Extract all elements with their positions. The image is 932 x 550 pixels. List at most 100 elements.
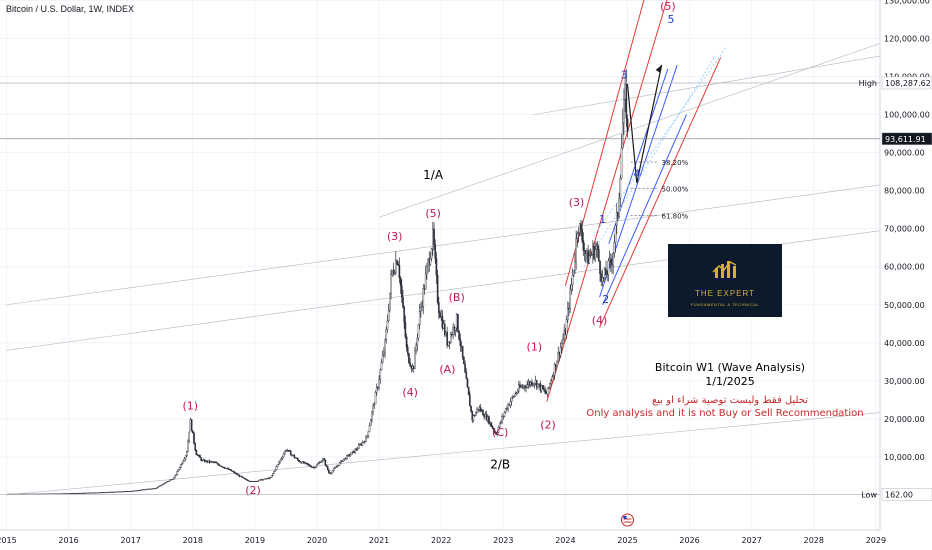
wave-label: (2) [245,484,261,497]
candle-body [387,310,390,321]
candle-body [244,478,247,480]
candle-body [441,315,444,329]
candle-body [288,450,291,452]
candle-body [307,464,310,466]
candle-body [626,118,629,133]
time-tick-label: 2016 [58,536,78,545]
candle-body [570,284,573,290]
candle-body [373,403,376,406]
price-tick-label: 130,000.00 [884,0,930,5]
candle-body [277,462,280,465]
candle-body [386,320,389,330]
candle-body [598,249,600,262]
candle-body [607,260,610,275]
candle-body [349,454,352,456]
price-tick-label: 60,000.00 [884,263,925,272]
candle-body [183,458,186,462]
candle-body [543,388,545,390]
wave-label: (A) [439,363,455,376]
price-tick-label: 70,000.00 [884,225,925,234]
time-tick-label: 2025 [617,536,637,545]
wave-label: (3) [569,196,585,209]
projection-arrowhead [655,65,662,74]
candle-body [541,385,544,389]
candle-body [503,412,506,417]
marker-value: 162.00 [885,490,913,499]
wave-label: 2/B [490,457,510,471]
time-tick-label: 2017 [121,536,141,545]
candle-body [532,383,534,386]
candle-body [609,258,612,263]
candle-body [356,448,359,450]
candle-body [243,477,245,479]
disclaimer-arabic: تحليل فقط وليست توصية شراء او بيع [651,395,809,406]
candle-body [566,307,569,320]
candle-body [176,470,179,475]
the-expert-logo: THE EXPERT FUNDAMENTAL & TECHNICAL [668,244,782,317]
candle-body [283,450,286,455]
candle-body [303,461,305,464]
candle-body [472,415,475,421]
candle-body [460,345,463,347]
candle-body [463,356,465,365]
candle-body [553,364,556,376]
candle-body [518,384,520,392]
wave-label: (5) [660,0,676,13]
candle-body [476,408,478,413]
candle-body [473,415,476,417]
wave-label: 1/A [423,168,444,182]
candle-body [275,466,278,470]
time-tick-label: 2015 [0,536,17,545]
candle-body [614,225,617,243]
candle-body [378,379,380,388]
candle-body [497,427,500,433]
price-tick-label: 10,000.00 [884,453,925,462]
channel-extension [583,57,715,267]
disclaimer-english: Only analysis and it is not Buy or Sell … [586,408,864,419]
candle-body [276,464,279,467]
candle-body [177,469,180,472]
candle-body [294,457,297,459]
candle-body [178,467,181,470]
candle-body [405,336,408,348]
time-tick-label: 2018 [183,536,203,545]
marker-label: Low [861,490,877,499]
trend-line [6,410,895,496]
candle-body [594,249,597,259]
candle-body [331,470,334,473]
candle-body [501,416,503,422]
candle-body [328,469,330,474]
candle-body [367,431,370,436]
candle-body [439,312,441,318]
candle-body [552,375,555,377]
time-axis-bg [0,530,932,550]
candle-body [619,177,622,199]
candle-body [160,484,163,486]
candle-body [282,453,285,458]
candle-body [500,421,502,424]
candle-body [515,392,518,394]
candle-body [262,479,265,481]
candle-body [366,435,368,438]
candle-body [402,296,404,308]
price-tick-label: 20,000.00 [884,415,925,424]
candle-body [337,465,340,466]
candle-body [398,265,401,279]
candle-body [320,460,323,463]
candle-body [332,468,335,471]
candle-body [187,440,189,453]
time-tick-label: 2019 [245,536,265,545]
candle-body [317,463,319,465]
price-tick-label: 50,000.00 [884,301,925,310]
wave-label: (B) [449,291,465,304]
time-tick-label: 2029 [866,536,886,545]
wave-label: 5 [667,13,674,26]
candle-body [535,380,538,388]
candle-body [182,460,185,464]
candle-body [551,376,554,382]
candle-body [615,212,618,226]
candle-body [214,461,217,463]
candle-body [227,468,230,470]
candle-body [233,471,236,474]
